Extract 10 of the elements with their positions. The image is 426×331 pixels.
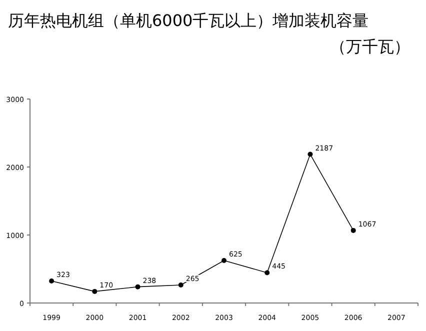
point (264, 270, 270, 276)
point (222, 258, 226, 263)
chart-subtitle: （万千瓦） (330, 37, 410, 56)
chart-title: 历年热电机组（单机6000千瓦以上）增加装机容量 (8, 11, 369, 30)
point (178, 282, 184, 288)
point (308, 152, 313, 157)
point (135, 284, 140, 290)
point (350, 228, 356, 233)
point (92, 288, 98, 294)
point (49, 278, 54, 284)
